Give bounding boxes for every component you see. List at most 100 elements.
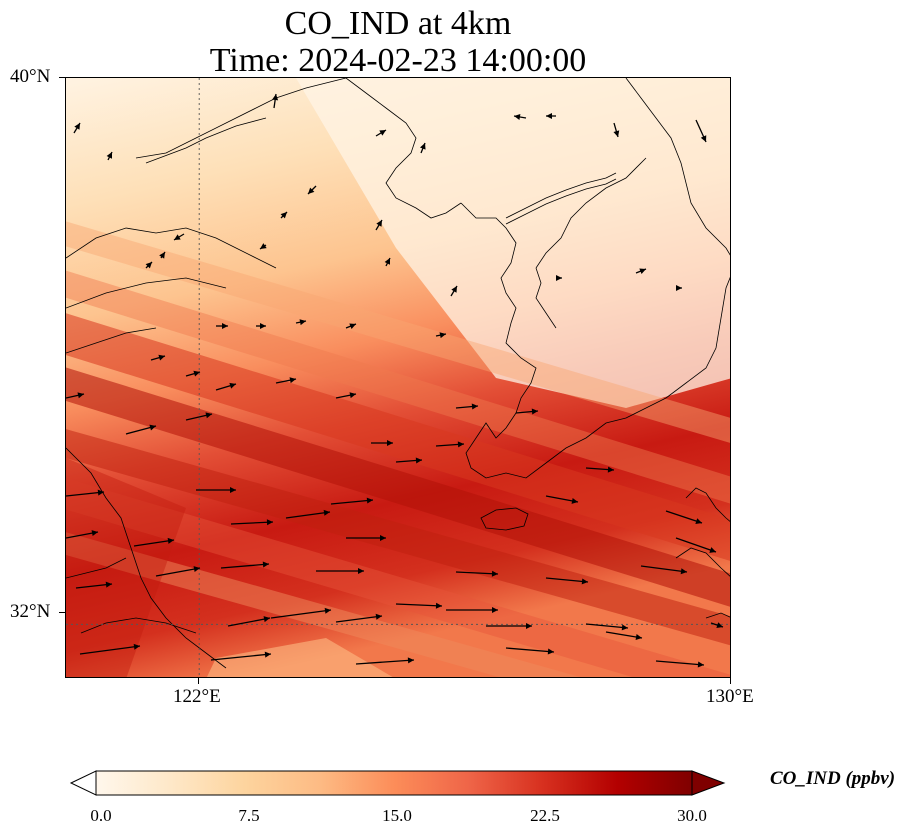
wind-arrow [335,392,357,399]
concentration-field [66,78,730,677]
wind-arrow [513,114,527,120]
coastline-segment [66,557,127,579]
wind-arrow [556,275,562,281]
coastline-segment [145,117,267,164]
wind-arrow [150,354,166,361]
low-concentration-area [296,78,730,408]
lat-tickmark-40 [59,77,65,78]
wind-arrow [173,233,185,241]
coastline-segment [66,277,227,309]
wind-arrow [676,285,682,291]
coastline-segment [480,507,529,531]
map-title-line1: CO_IND at 4km [284,5,512,42]
wind-arrow [196,487,236,493]
coastline-segment [705,612,730,619]
concentration-streak [66,478,730,677]
wind-arrow [695,119,707,143]
wind-arrow [216,323,228,329]
wind-arrow [75,581,113,589]
wind-vectors [66,93,724,668]
wind-arrow [655,660,705,668]
wind-arrow [185,370,201,377]
colorbar-tick-3: 22.5 [530,806,560,825]
colorbar-tick-4: 30.0 [677,806,707,825]
wind-arrow [375,129,387,137]
wind-arrow [395,602,443,609]
wind-arrow [106,151,113,161]
wind-arrow [345,323,357,330]
coastline-segment [535,157,647,269]
wind-arrow [275,377,297,384]
coastline-segment [66,327,157,354]
wind-arrow [346,535,386,541]
colorbar-extend-min [69,770,97,796]
wind-arrow [285,509,331,519]
wind-arrow [446,607,498,613]
wind-arrow [665,510,703,524]
colorbar [69,770,726,796]
wind-arrow [455,403,479,410]
wind-arrow [675,537,717,553]
wind-arrow [259,243,267,250]
colorbar-title: CO_IND (ppbv) [770,768,896,789]
wind-arrow [133,537,175,547]
colorbar-gradient [95,770,693,796]
lon-tickmark-130 [730,678,731,684]
wind-arrow [585,466,615,473]
coastline-segment [625,78,730,256]
lat-tick-label-32: 32°N [10,601,51,622]
wind-arrow [79,643,141,655]
wind-arrow [455,570,499,577]
coastline-segment [465,276,730,479]
wind-arrow [375,219,383,231]
wind-arrow [159,251,166,259]
coastline-segment [135,78,347,159]
wind-arrow [295,319,307,326]
wind-arrow [635,268,647,275]
high-concentration-area [66,458,186,677]
wind-arrow [215,382,237,391]
wind-arrow [545,495,579,504]
coastline-segment [675,547,730,577]
coastline-segment [505,172,617,219]
wind-arrow [450,285,458,297]
concentration-streak [66,221,730,443]
lon-tick-label-122: 122°E [173,686,221,707]
lon-tickmark-122 [198,678,199,684]
coastline-segment [80,617,197,634]
wind-arrow [210,651,272,661]
wind-arrow [280,211,288,219]
wind-arrow [515,408,539,415]
wind-arrow [371,440,393,446]
coastline-segment [535,267,557,329]
concentration-streak [66,532,581,677]
coastline-segment [460,202,537,414]
wind-arrow [384,257,391,267]
colorbar-tick-2: 15.0 [382,806,412,825]
wind-arrow [155,566,201,577]
wind-arrow [355,657,415,665]
concentration-streak [66,429,730,646]
wind-arrow [335,613,383,623]
lat-tick-label-40: 40°N [10,66,51,87]
wind-arrow [710,622,724,628]
map-title-line2: Time: 2024-02-23 14:00:00 [209,42,587,79]
coastline-segment [685,487,730,522]
coastline-segment [66,447,227,669]
wind-arrow [185,412,213,421]
concentration-streak [66,270,730,504]
wind-arrow [66,392,85,399]
colorbar-tick-0: 0.0 [90,806,112,825]
coastlines [66,78,730,669]
wind-arrow [419,142,426,154]
wind-arrow [613,122,620,138]
wind-arrow [220,561,270,569]
wind-arrow [66,489,105,497]
lon-tick-label-130: 130°E [706,686,754,707]
wind-arrow [435,441,465,448]
colorbar-tick-1: 7.5 [238,806,260,825]
wind-arrow [256,323,266,329]
coastline-segment [505,178,617,225]
concentration-streak [66,367,730,607]
wind-arrow [272,93,279,109]
